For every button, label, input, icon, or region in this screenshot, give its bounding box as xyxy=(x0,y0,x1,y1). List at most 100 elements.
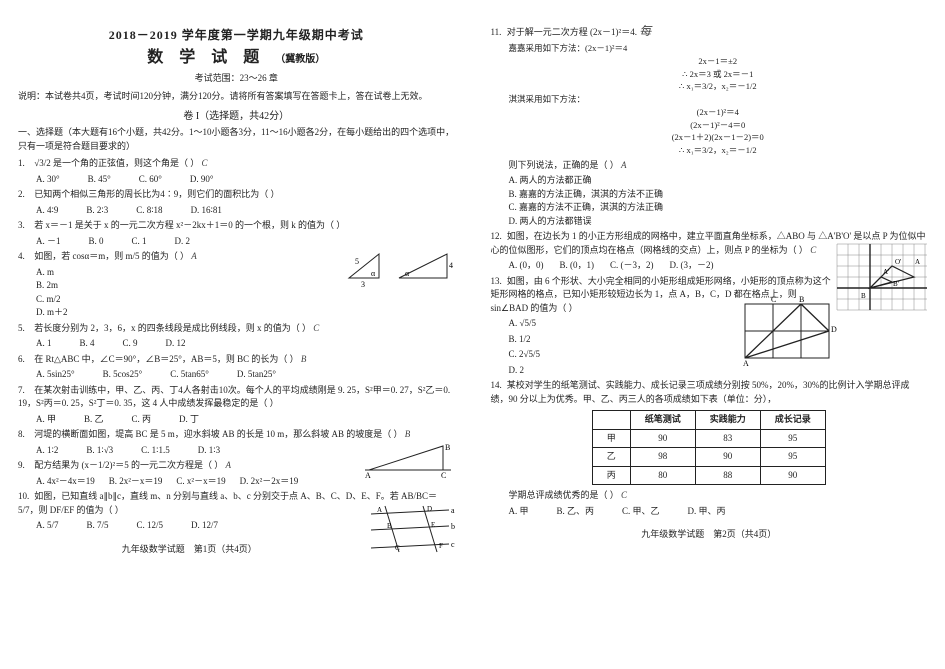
svg-text:B: B xyxy=(387,522,392,530)
q14-optB: B. 乙、丙 xyxy=(557,505,595,519)
q8-optD: D. 1∶3 xyxy=(198,444,220,458)
r2c3: 95 xyxy=(760,448,825,467)
q14-handwritten-answer: C xyxy=(621,490,627,500)
q9-optA: A. 4x²－4x＝19 xyxy=(36,475,95,489)
q12-figure: A O' A' B B' xyxy=(837,244,927,315)
q6-stem: 在 Rt△ABC 中，∠C＝90°，∠B＝25°，AB＝5，则 BC 的长为（ … xyxy=(34,354,298,364)
q11-follow: 则下列说法，正确的是（ ） A xyxy=(509,159,928,173)
question-3: 3. 若 x＝－1 是关于 x 的一元二次方程 x²－2kx＋1＝0 的一个根，… xyxy=(18,219,455,233)
svg-text:D: D xyxy=(427,505,432,513)
q10-figure: a b c A D B E C F xyxy=(365,504,455,559)
edition-note: （冀教版） xyxy=(275,54,325,65)
question-2: 2. 已知两个相似三角形的周长比为4∶9，则它们的面积比为（ ） xyxy=(18,188,455,202)
exam-header-line1: 2018－2019 学年度第一学期九年级期中考试 xyxy=(18,26,455,44)
q2-options: A. 4∶9 B. 2∶3 C. 8∶18 D. 16∶81 xyxy=(36,204,455,218)
page-2: 11. 对于解一元二次方程 (2x－1)²＝4. 每 嘉嘉采用如下方法：(2x－… xyxy=(473,0,945,669)
q3-stem: 若 x＝－1 是关于 x 的一元二次方程 x²－2kx＋1＝0 的一个根，则 k… xyxy=(34,220,345,230)
svg-text:a: a xyxy=(451,506,455,515)
q11-optB: B. 嘉嘉的方法正确，淇淇的方法不正确 xyxy=(509,188,928,202)
q11-optA: A. 两人的方法都正确 xyxy=(509,174,928,188)
q9-optD: D. 2x²－2x＝19 xyxy=(240,475,299,489)
q5-options: A. 1 B. 4 C. 9 D. 12 xyxy=(36,337,455,351)
question-6: 6. 在 Rt△ABC 中，∠C＝90°，∠B＝25°，AB＝5，则 BC 的长… xyxy=(18,353,455,367)
q12-handwritten-answer: C xyxy=(810,245,816,255)
q11-num: 11. xyxy=(491,26,505,40)
q7-optC: C. 丙 xyxy=(132,413,152,427)
q8-optC: C. 1∶1.5 xyxy=(141,444,170,458)
q14-stem: 某校对学生的纸笔测试、实践能力、成长记录三项成绩分别按 50%，20%，30%的… xyxy=(491,380,910,404)
q11-jia-l2: ∴ 2x＝3 或 2x＝－1 xyxy=(509,68,928,81)
q6-optB: B. 5cos25° xyxy=(103,368,143,382)
q3-options: A. －1 B. 0 C. 1 D. 2 xyxy=(36,235,455,249)
q11-jia: 嘉嘉采用如下方法：(2x－1)²＝4 2x－1＝±2 ∴ 2x＝3 或 2x＝－… xyxy=(509,42,928,93)
q7-optD: D. 丁 xyxy=(179,413,199,427)
svg-text:C: C xyxy=(441,471,446,480)
question-7: 7. 在某次射击训练中，甲、乙、丙、丁4人各射击10次。每个人的平均成绩刚是 9… xyxy=(18,384,455,411)
q8-num: 8. xyxy=(18,428,32,442)
q11-optC: C. 嘉嘉的方法不正确，淇淇的方法正确 xyxy=(509,201,928,215)
q10-optA: A. 5/7 xyxy=(36,519,59,533)
r2c0: 乙 xyxy=(592,448,630,467)
r1c0: 甲 xyxy=(592,429,630,448)
q14-optD: D. 甲、丙 xyxy=(688,505,726,519)
table-row: 丙 80 88 90 xyxy=(592,466,825,485)
q12-optB: B. (0，1) xyxy=(560,259,595,273)
q9-stem: 配方结果为 (x－1/2)²＝5 的一元二次方程是（ ） xyxy=(34,460,223,470)
q2-optA: A. 4∶9 xyxy=(36,204,58,218)
exam-title: 数 学 试 题 （冀教版） xyxy=(18,46,455,70)
q2-optD: D. 16∶81 xyxy=(191,204,222,218)
question-11: 11. 对于解一元二次方程 (2x－1)²＝4. 每 xyxy=(491,22,928,40)
svg-text:D: D xyxy=(831,325,837,334)
question-5: 5. 若长度分别为 2，3，6，x 的四条线段是成比例线段，则 x 的值为（ ）… xyxy=(18,322,455,336)
r1c1: 90 xyxy=(630,429,695,448)
q3-optB: B. 0 xyxy=(89,235,104,249)
q11-qi-l2: (2x－1)²－4＝0 xyxy=(509,119,928,132)
q1-optB: B. 45° xyxy=(88,173,111,187)
svg-text:O': O' xyxy=(895,258,901,266)
question-10: 10. 如图，已知直线 a∥b∥c，直线 m、n 分别与直线 a、b、c 分别交… xyxy=(18,490,455,517)
q5-stem: 若长度分别为 2，3，6，x 的四条线段是成比例线段，则 x 的值为（ ） xyxy=(34,323,311,333)
q1-handwritten-answer: C xyxy=(201,158,207,168)
svg-text:C: C xyxy=(395,544,400,552)
q11-options: A. 两人的方法都正确 B. 嘉嘉的方法正确，淇淇的方法不正确 C. 嘉嘉的方法… xyxy=(509,174,928,228)
q8-optA: A. 1∶2 xyxy=(36,444,58,458)
svg-text:α: α xyxy=(405,269,410,278)
svg-text:A: A xyxy=(365,471,371,480)
q13-num: 13. xyxy=(491,275,505,289)
q7-optB: B. 乙 xyxy=(84,413,104,427)
q13-optD: D. 2 xyxy=(509,364,740,378)
q6-handwritten-answer: B xyxy=(301,354,307,364)
q1-optC: C. 60° xyxy=(139,173,162,187)
q2-optC: C. 8∶18 xyxy=(136,204,162,218)
q10-optD: D. 12/7 xyxy=(191,519,218,533)
q12-optA: A. (0，0) xyxy=(509,259,544,273)
q8-figure: A C B xyxy=(365,442,455,481)
q4-optD: D. m＋2 xyxy=(36,306,341,320)
q9-num: 9. xyxy=(18,459,32,473)
q13-options: A. √5/5 B. 1/2 C. 2√5/5 D. 2 xyxy=(509,317,740,377)
q11-qi-l4: ∴ x₁＝3/2，x₂＝－1/2 xyxy=(509,144,928,157)
q14-follow-text: 学期总评成绩优秀的是（ ） xyxy=(509,490,619,500)
svg-text:A: A xyxy=(743,359,749,368)
svg-text:B': B' xyxy=(893,280,899,288)
exam-instructions: 说明：本试卷共4页，考试时间120分钟，满分120分。请将所有答案填写在答题卡上… xyxy=(18,90,455,104)
q6-num: 6. xyxy=(18,353,32,367)
exam-scope: 考试范围：23～26 章 xyxy=(18,72,455,86)
q10-options: A. 5/7 B. 7/5 C. 12/5 D. 12/7 xyxy=(36,519,361,533)
q2-num: 2. xyxy=(18,188,32,202)
svg-text:A: A xyxy=(915,258,920,266)
q6-optA: A. 5sin25° xyxy=(36,368,75,382)
q1-num: 1. xyxy=(18,157,32,171)
q8-options: A. 1∶2 B. 1∶√3 C. 1∶1.5 D. 1∶3 xyxy=(36,444,361,458)
q1-options: A. 30° B. 45° C. 60° D. 90° xyxy=(36,173,455,187)
svg-text:E: E xyxy=(431,521,435,529)
q14-follow: 学期总评成绩优秀的是（ ） C xyxy=(509,489,928,503)
q11-jia-l3: ∴ x₁＝3/2，x₂＝－1/2 xyxy=(509,80,928,93)
q1-stem: √3/2 是一个角的正弦值，则这个角是（ ） xyxy=(34,158,199,168)
q4-options: A. m B. 2m C. m/2 D. m＋2 xyxy=(36,266,341,320)
q4-optB: B. 2m xyxy=(36,279,341,293)
q9-options: A. 4x²－4x＝19 B. 2x²－x＝19 C. x²－x＝19 D. 2… xyxy=(36,475,361,489)
q2-optB: B. 2∶3 xyxy=(86,204,108,218)
q5-optD: D. 12 xyxy=(166,337,186,351)
svg-text:B: B xyxy=(861,292,866,300)
